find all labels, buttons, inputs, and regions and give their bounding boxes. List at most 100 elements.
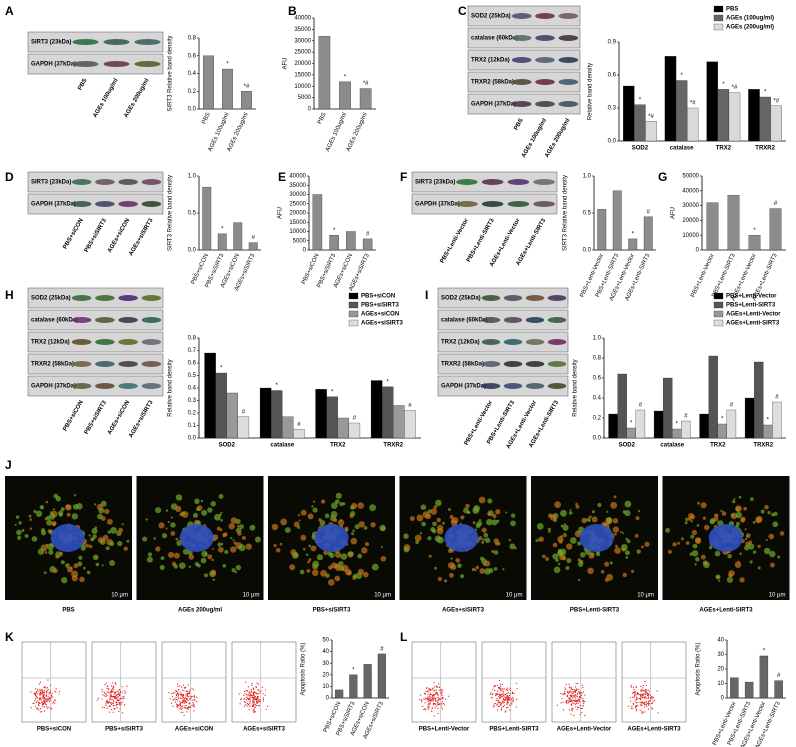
flow-dot bbox=[577, 682, 579, 685]
mito bbox=[49, 511, 53, 515]
flow-dot bbox=[112, 699, 114, 701]
flow-dot bbox=[437, 703, 439, 705]
flow-dot bbox=[630, 707, 632, 709]
flow-dot bbox=[250, 694, 252, 696]
blot-band bbox=[456, 179, 478, 185]
bar bbox=[626, 427, 637, 439]
flow-dot bbox=[427, 691, 430, 693]
flow-dot bbox=[574, 694, 576, 697]
y-axis-label: Relative band density bbox=[168, 359, 174, 416]
mito bbox=[96, 503, 103, 510]
mito bbox=[514, 546, 517, 550]
flow-dot bbox=[252, 697, 254, 699]
flow-dot bbox=[112, 702, 114, 705]
blot-band bbox=[456, 201, 478, 207]
flow-dot bbox=[426, 697, 428, 699]
flow-dot bbox=[41, 704, 44, 706]
flow-dot bbox=[432, 704, 435, 706]
flow-dot bbox=[501, 683, 503, 685]
bar bbox=[664, 56, 677, 142]
flow-dot bbox=[30, 691, 32, 693]
flow-dot bbox=[511, 692, 514, 695]
flow-dot bbox=[583, 705, 585, 707]
flow-dot bbox=[507, 697, 509, 699]
flow-dot bbox=[566, 694, 569, 696]
flow-dot bbox=[184, 686, 187, 688]
flow-dot bbox=[564, 690, 566, 692]
mito bbox=[747, 543, 755, 550]
blot-band bbox=[525, 383, 545, 389]
mito bbox=[700, 554, 706, 560]
mito bbox=[677, 541, 681, 545]
flow-dot bbox=[571, 697, 574, 699]
flow-dot bbox=[565, 684, 567, 686]
mito bbox=[448, 508, 451, 511]
flow-dot bbox=[641, 712, 643, 714]
mito bbox=[665, 527, 671, 533]
mito bbox=[234, 570, 238, 574]
bar bbox=[744, 397, 755, 439]
flow-dot bbox=[577, 706, 579, 708]
flow-dot bbox=[430, 689, 432, 691]
flow-dot bbox=[493, 703, 495, 705]
flow-dot bbox=[498, 688, 500, 690]
flow-dot bbox=[185, 694, 187, 696]
mito bbox=[66, 512, 71, 517]
flow-dot bbox=[108, 711, 111, 713]
bar bbox=[628, 238, 638, 251]
flow-dot bbox=[495, 695, 497, 697]
flow-dot bbox=[42, 693, 44, 695]
flow-dot bbox=[572, 688, 574, 690]
bar bbox=[362, 238, 373, 251]
legend-swatch bbox=[713, 301, 724, 309]
flow-dot bbox=[185, 690, 188, 692]
flow-dot bbox=[502, 699, 505, 701]
flow-dot bbox=[38, 705, 40, 707]
significance-mark: # bbox=[366, 231, 370, 237]
blot-band bbox=[511, 35, 532, 41]
mito bbox=[557, 549, 564, 557]
blot-band bbox=[95, 179, 115, 185]
flow-dot bbox=[123, 696, 125, 698]
flow-dot bbox=[117, 699, 120, 701]
flow-dot bbox=[635, 691, 637, 693]
blot-band bbox=[141, 201, 162, 207]
flow-dot bbox=[252, 692, 254, 694]
mito bbox=[334, 575, 341, 582]
bar bbox=[634, 104, 646, 142]
flow-dot bbox=[255, 692, 257, 694]
flow-plot bbox=[411, 641, 477, 723]
flow-dot bbox=[428, 688, 430, 690]
y-tick-label: 20 bbox=[717, 667, 724, 673]
x-tick-label: PBS bbox=[201, 112, 212, 125]
mito bbox=[450, 557, 453, 560]
flow-dot bbox=[39, 694, 41, 696]
mito bbox=[779, 531, 785, 536]
mito bbox=[738, 495, 742, 499]
blot-band bbox=[533, 179, 555, 185]
bar bbox=[617, 373, 627, 439]
mito bbox=[581, 517, 587, 524]
mito bbox=[310, 545, 317, 552]
mito bbox=[491, 519, 498, 526]
flow-dot bbox=[46, 689, 48, 692]
flow-dot bbox=[115, 702, 117, 704]
flow-dot bbox=[582, 686, 584, 689]
flow-dot bbox=[632, 686, 634, 688]
flow-dot bbox=[501, 694, 503, 696]
mito bbox=[733, 498, 736, 501]
flow-dot bbox=[109, 705, 111, 708]
mito bbox=[165, 527, 168, 530]
y-tick-label: 0.0 bbox=[593, 436, 602, 442]
flow-dot bbox=[40, 699, 43, 701]
mito bbox=[179, 498, 182, 501]
mito bbox=[312, 507, 318, 513]
flow-dot bbox=[254, 704, 257, 706]
bar bbox=[233, 222, 243, 251]
blot-band bbox=[503, 361, 523, 367]
blot-row-label: GAPDH (37kDa) bbox=[31, 384, 76, 390]
flow-dot bbox=[106, 694, 108, 697]
mito bbox=[340, 553, 348, 560]
bar bbox=[335, 689, 344, 699]
flow-dot bbox=[568, 691, 570, 693]
